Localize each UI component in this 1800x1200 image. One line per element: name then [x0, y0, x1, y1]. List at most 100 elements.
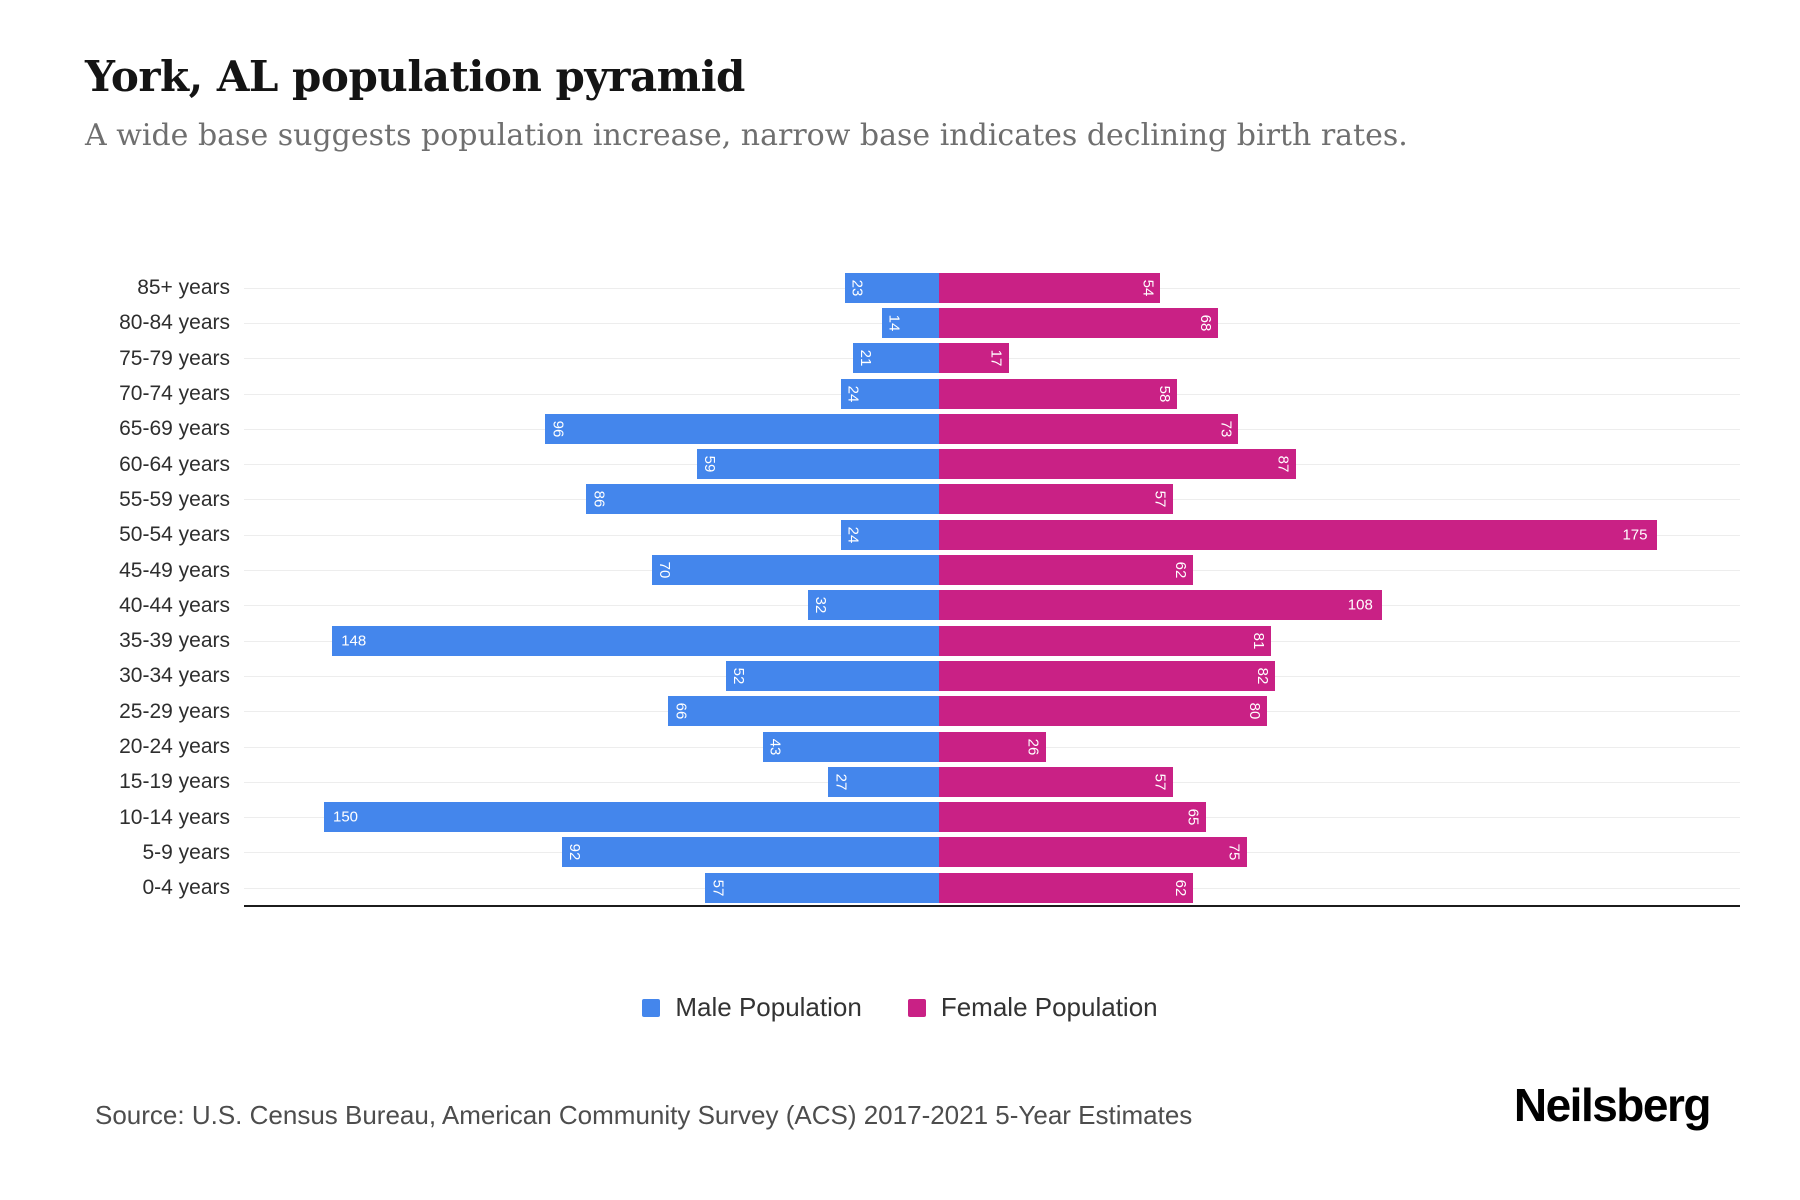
age-group-label: 60-64 years: [119, 452, 230, 476]
female-bar-value: 73: [1217, 420, 1235, 438]
female-legend-label: Female Population: [940, 992, 1158, 1022]
male-bar-value: 14: [885, 314, 903, 332]
male-bar[interactable]: 86: [586, 484, 939, 515]
male-bar[interactable]: 14: [881, 307, 939, 338]
row-plot: 148 81: [244, 623, 1740, 658]
page-subtitle: A wide base suggests population increase…: [85, 118, 1408, 153]
male-bar[interactable]: 43: [762, 731, 939, 762]
female-bar[interactable]: 87: [939, 449, 1296, 480]
female-bar-value: 57: [1151, 773, 1169, 791]
row-plot: 21 17: [244, 341, 1740, 376]
age-group-label: 75-79 years: [119, 346, 230, 370]
male-bar[interactable]: 23: [844, 272, 939, 303]
male-bar[interactable]: 92: [561, 837, 939, 868]
female-bar[interactable]: 81: [939, 625, 1272, 656]
pyramid-row: 5-9 years 92 75: [85, 835, 1740, 870]
female-bar[interactable]: 73: [939, 413, 1239, 444]
male-legend-label: Male Population: [675, 992, 862, 1022]
female-bar[interactable]: 75: [939, 837, 1247, 868]
male-bar[interactable]: 21: [852, 343, 939, 374]
male-bar[interactable]: 57: [705, 872, 939, 903]
age-group-label: 0-4 years: [142, 876, 230, 900]
male-bar[interactable]: 52: [725, 660, 939, 691]
row-plot: 96 73: [244, 411, 1740, 446]
row-plot: 32 108: [244, 588, 1740, 623]
female-bar[interactable]: 17: [939, 343, 1009, 374]
female-bar[interactable]: 58: [939, 378, 1177, 409]
source-attribution: Source: U.S. Census Bureau, American Com…: [95, 1100, 1193, 1130]
female-bar[interactable]: 82: [939, 660, 1276, 691]
pyramid-row: 25-29 years 66 80: [85, 694, 1740, 729]
male-bar-value: 148: [341, 632, 367, 650]
female-bar[interactable]: 68: [939, 307, 1218, 338]
male-bar[interactable]: 24: [840, 519, 939, 550]
male-bar[interactable]: 150: [324, 802, 939, 833]
female-bar-value: 58: [1155, 385, 1173, 402]
female-bar-value: 75: [1225, 844, 1243, 861]
male-bar[interactable]: 59: [697, 449, 939, 480]
female-bar-value: 87: [1274, 455, 1292, 473]
age-group-label: 65-69 years: [119, 417, 230, 441]
pyramid-row: 50-54 years 24 175: [85, 517, 1740, 552]
male-bar[interactable]: 24: [840, 378, 939, 409]
age-group-label: 55-59 years: [119, 487, 230, 511]
age-group-label: 25-29 years: [119, 699, 230, 723]
male-bar-value: 21: [856, 349, 874, 367]
pyramid-row: 40-44 years 32 108: [85, 588, 1740, 623]
female-bar[interactable]: 62: [939, 872, 1194, 903]
age-group-label: 40-44 years: [119, 593, 230, 617]
male-bar-value: 52: [729, 667, 747, 685]
pyramid-row: 75-79 years 21 17: [85, 341, 1740, 376]
population-pyramid-chart: 85+ years 23 54 80-84 years 14 68 75-79 years 2…: [85, 270, 1740, 908]
male-bar-value: 57: [709, 879, 727, 897]
male-bar-value: 24: [844, 526, 862, 544]
female-bar-value: 26: [1024, 738, 1042, 755]
female-bar[interactable]: 175: [939, 519, 1657, 550]
row-plot: 14 68: [244, 305, 1740, 340]
row-plot: 24 175: [244, 517, 1740, 552]
row-plot: 57 62: [244, 870, 1740, 905]
age-group-label: 85+ years: [137, 276, 230, 300]
age-group-label: 35-39 years: [119, 629, 230, 653]
male-bar-value: 43: [766, 738, 784, 755]
pyramid-row: 65-69 years 96 73: [85, 411, 1740, 446]
row-plot: 150 65: [244, 799, 1740, 834]
pyramid-row: 30-34 years 52 82: [85, 658, 1740, 693]
pyramid-row: 15-19 years 27 57: [85, 764, 1740, 799]
age-group-label: 15-19 years: [119, 770, 230, 794]
female-bar-value: 80: [1246, 702, 1263, 720]
legend-item-female[interactable]: Female Population: [907, 992, 1158, 1023]
male-bar-value: 27: [832, 773, 850, 791]
age-group-label: 30-34 years: [119, 664, 230, 688]
male-bar-value: 66: [672, 702, 690, 720]
female-legend-swatch: [907, 998, 926, 1017]
female-bar[interactable]: 80: [939, 696, 1267, 727]
age-group-label: 70-74 years: [119, 382, 230, 406]
male-bar[interactable]: 27: [828, 766, 939, 797]
female-bar[interactable]: 62: [939, 555, 1194, 586]
male-bar[interactable]: 70: [652, 555, 939, 586]
age-group-label: 50-54 years: [119, 523, 230, 547]
female-bar[interactable]: 65: [939, 802, 1206, 833]
male-bar[interactable]: 66: [668, 696, 939, 727]
male-legend-swatch: [642, 998, 661, 1017]
female-bar[interactable]: 26: [939, 731, 1046, 762]
female-bar[interactable]: 57: [939, 766, 1173, 797]
male-bar-value: 96: [549, 420, 567, 438]
legend-item-male[interactable]: Male Population: [642, 992, 862, 1023]
female-bar[interactable]: 54: [939, 272, 1161, 303]
pyramid-row: 85+ years 23 54: [85, 270, 1740, 305]
pyramid-row: 45-49 years 70 62: [85, 552, 1740, 587]
neilsberg-logo[interactable]: Neilsberg: [1513, 1079, 1712, 1131]
male-bar[interactable]: 96: [545, 413, 939, 444]
female-bar[interactable]: 108: [939, 590, 1382, 621]
male-bar[interactable]: 148: [332, 625, 939, 656]
x-axis-line: [244, 905, 1740, 908]
female-bar-value: 68: [1196, 314, 1214, 332]
female-bar[interactable]: 57: [939, 484, 1173, 515]
pyramid-row: 0-4 years 57 62: [85, 870, 1740, 905]
age-group-label: 80-84 years: [119, 311, 230, 335]
male-bar[interactable]: 32: [807, 590, 939, 621]
page-title: York, AL population pyramid: [85, 52, 745, 101]
row-plot: 52 82: [244, 658, 1740, 693]
